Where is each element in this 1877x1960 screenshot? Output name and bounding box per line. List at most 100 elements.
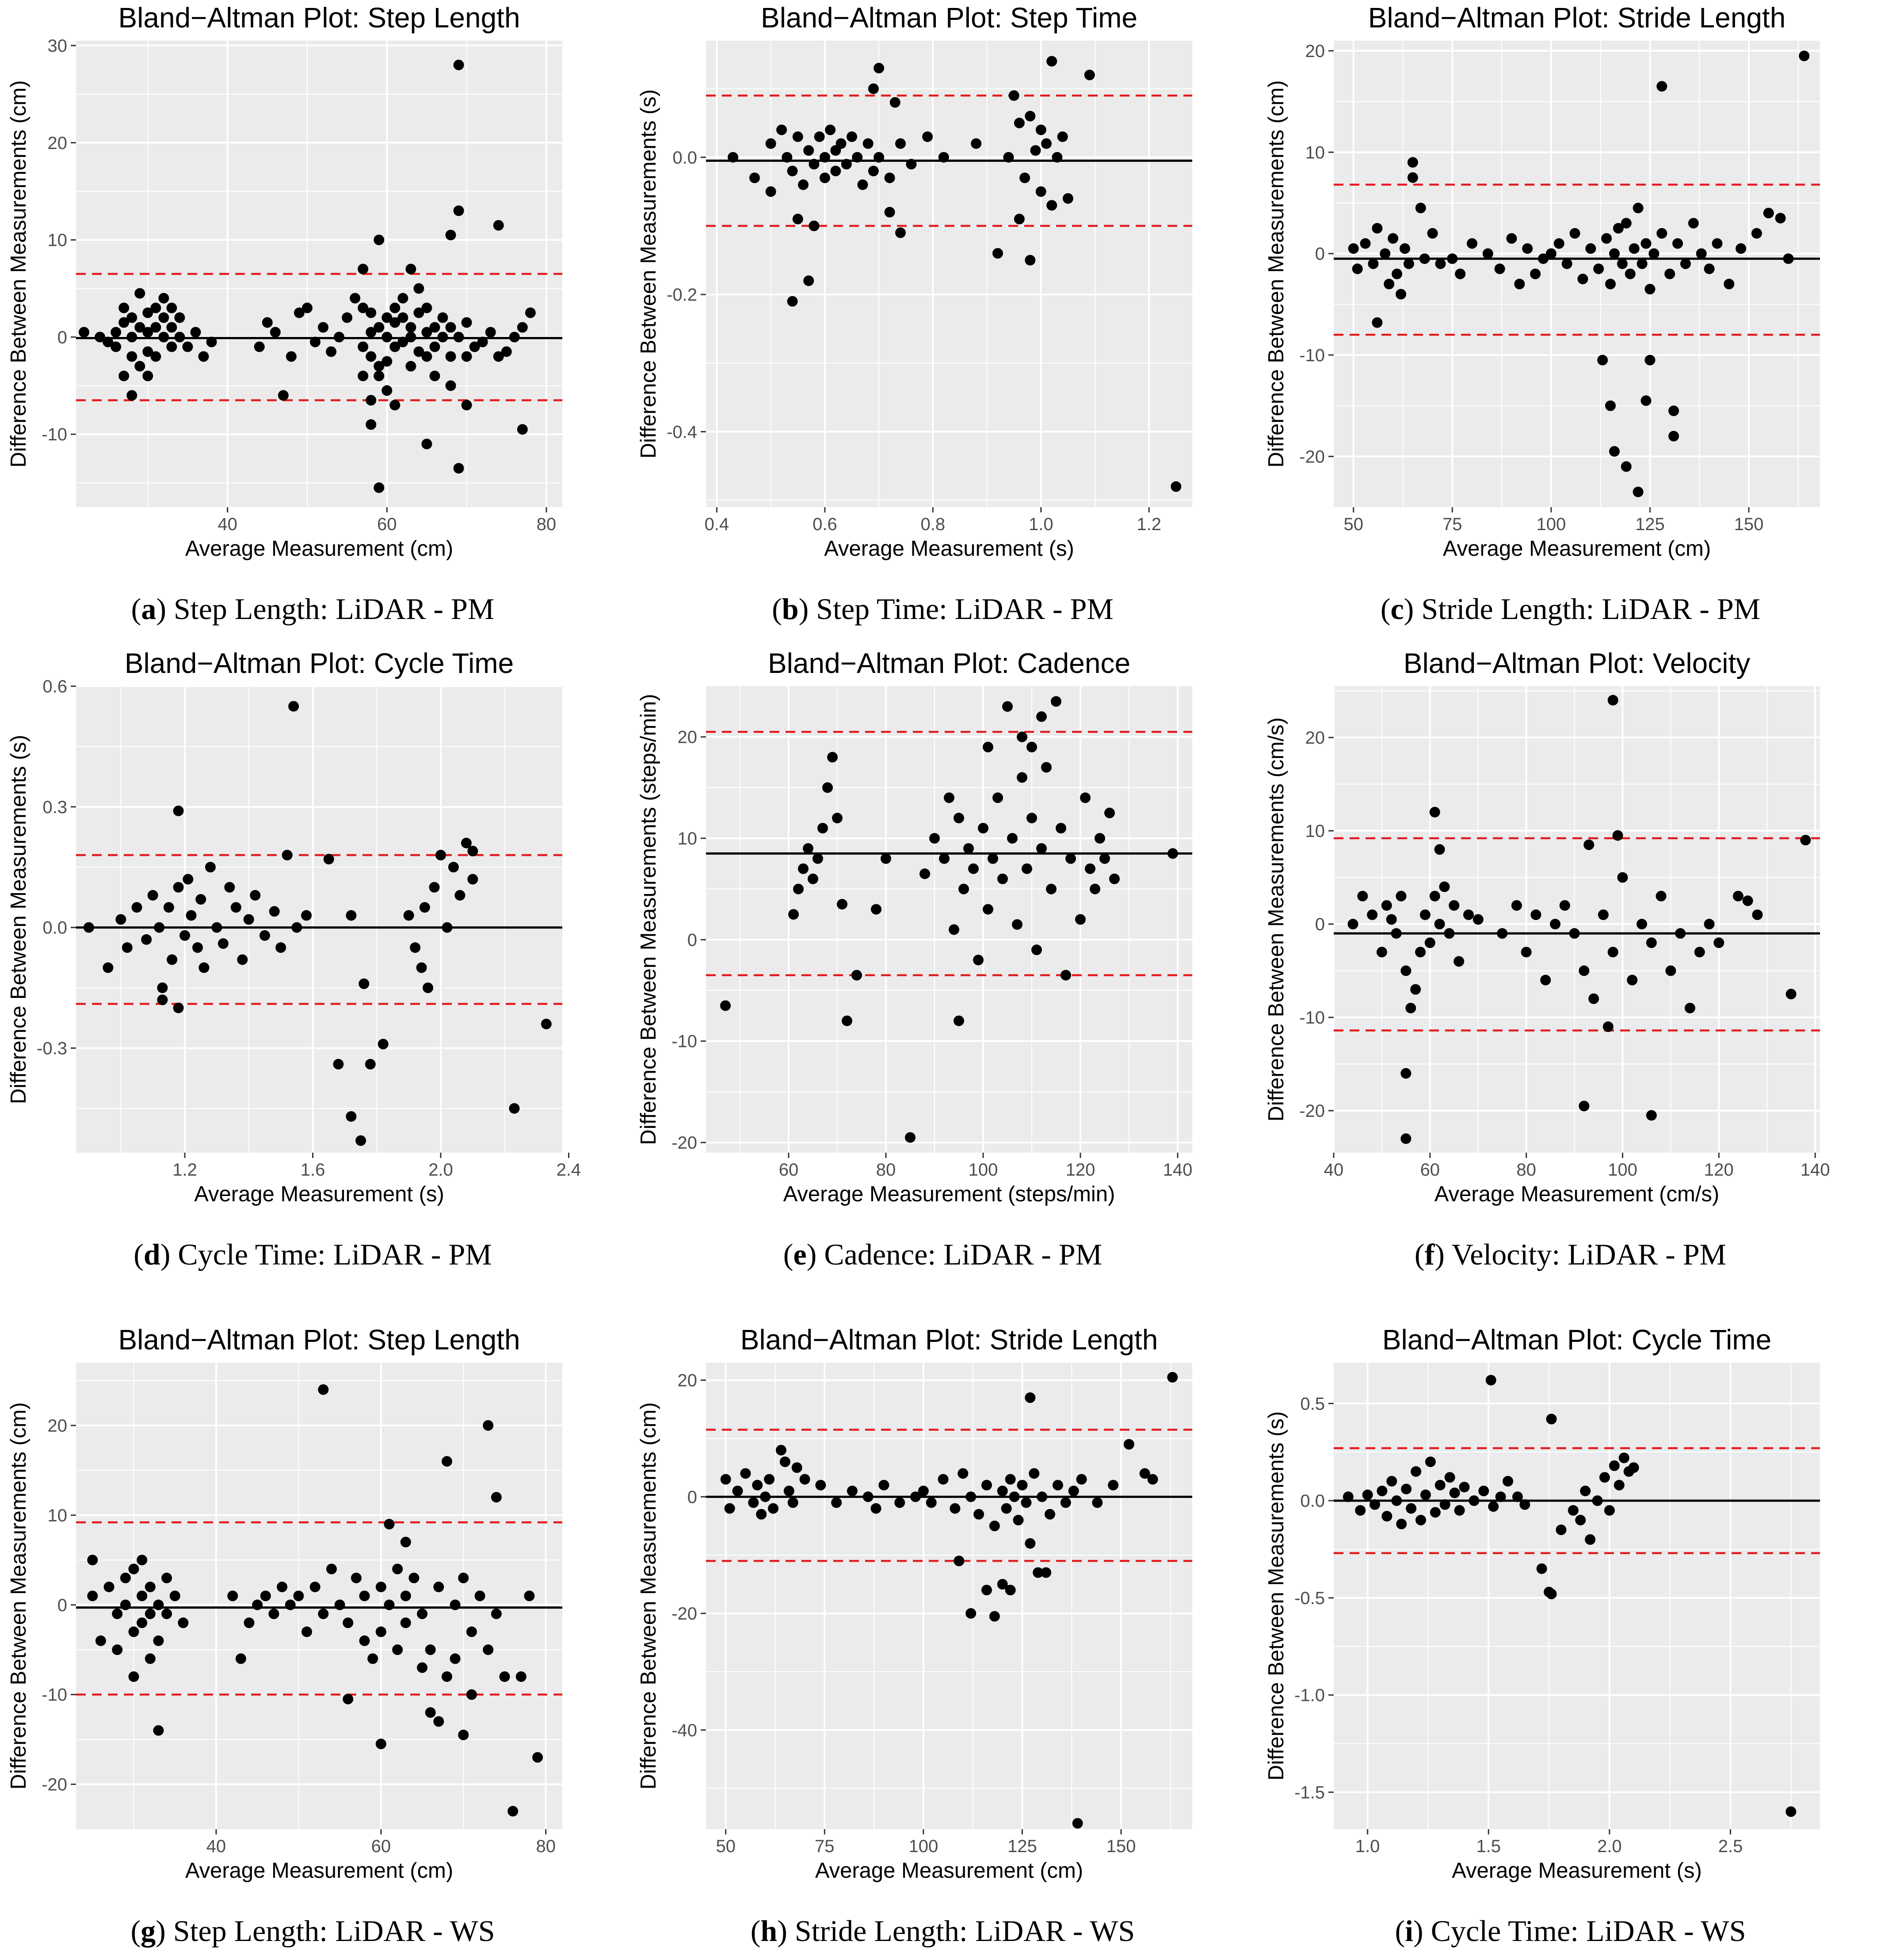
data-point [1031, 944, 1042, 955]
y-tick-label: -20 [1299, 447, 1325, 466]
y-axis-label: Difference Between Measurements (steps/m… [637, 694, 660, 1145]
data-point [397, 293, 408, 304]
data-point [1012, 919, 1022, 930]
panel-caption: (e) Cadence: LiDAR - PM [783, 1238, 1102, 1271]
data-point [1482, 248, 1493, 259]
data-point [157, 994, 168, 1005]
data-point [318, 322, 329, 333]
data-point [973, 1509, 984, 1520]
data-point [417, 1662, 428, 1673]
data-point [334, 332, 345, 343]
data-point [477, 336, 488, 348]
data-point [749, 172, 760, 183]
data-point [1605, 279, 1616, 290]
data-point [158, 312, 169, 323]
data-point [192, 942, 203, 953]
data-point [147, 890, 158, 901]
data-point [1656, 228, 1667, 239]
data-point [1017, 1479, 1028, 1490]
x-tick-label: 1.0 [1029, 515, 1053, 534]
data-point [954, 1555, 965, 1566]
data-point [919, 868, 930, 879]
data-point [166, 322, 177, 333]
data-point [142, 371, 153, 382]
data-point [150, 351, 161, 362]
data-point [1467, 238, 1478, 249]
data-point [938, 152, 949, 163]
panel-caption: (f) Velocity: LiDAR - PM [1415, 1238, 1726, 1271]
data-point [1167, 848, 1178, 859]
data-point [926, 1497, 937, 1508]
data-point [1427, 228, 1438, 239]
x-axis-label: Average Measurement (cm) [815, 1859, 1083, 1883]
data-point [416, 962, 427, 973]
x-axis-label: Average Measurement (cm) [185, 1859, 453, 1883]
data-point [1085, 863, 1095, 874]
data-point [417, 1608, 428, 1620]
data-point [1075, 914, 1086, 925]
data-point [392, 1563, 403, 1574]
caption-text: Step Length: LiDAR - PM [174, 592, 494, 626]
data-point [403, 910, 414, 921]
data-point [832, 813, 843, 824]
data-point [1444, 928, 1455, 939]
data-point [441, 1671, 452, 1682]
data-point [1536, 1563, 1547, 1574]
caption-text: Cycle Time: LiDAR - PM [178, 1238, 492, 1271]
data-point [889, 97, 900, 108]
data-point [142, 346, 153, 357]
data-point [1579, 965, 1590, 976]
data-point [1052, 152, 1063, 163]
data-point [817, 823, 828, 834]
data-point [103, 962, 114, 973]
data-point [1372, 223, 1383, 234]
data-point [1607, 947, 1618, 958]
data-point [301, 910, 312, 921]
data-point [1625, 268, 1636, 279]
data-point [835, 138, 847, 149]
data-point [1046, 200, 1057, 211]
data-point [441, 1456, 452, 1467]
data-point [1599, 1472, 1610, 1483]
data-point [343, 1693, 354, 1704]
data-point [775, 1444, 786, 1456]
data-point [1434, 1479, 1446, 1490]
data-point [944, 792, 954, 803]
data-point [1640, 395, 1652, 406]
plot-background [706, 41, 1192, 507]
chart-title: Bland−Altman Plot: Step Time [761, 2, 1137, 34]
data-point [421, 302, 432, 313]
data-point [254, 341, 265, 352]
data-point [968, 863, 979, 874]
data-point [1648, 248, 1660, 259]
data-point [895, 138, 906, 149]
data-point [501, 346, 512, 357]
data-point [992, 792, 1003, 803]
data-point [374, 322, 385, 333]
y-axis-label: Difference Between Measurements (s) [1264, 1411, 1288, 1780]
data-point [454, 890, 465, 901]
data-point [118, 371, 130, 382]
data-point [461, 317, 472, 328]
data-point [1084, 69, 1095, 80]
data-point [1675, 928, 1686, 939]
data-point [894, 1497, 905, 1508]
data-point [1579, 1100, 1590, 1112]
y-tick-label: -20 [1299, 1101, 1325, 1121]
x-tick-label: 40 [206, 1837, 226, 1856]
data-point [1646, 1110, 1657, 1121]
x-tick-label: 1.6 [301, 1160, 325, 1180]
x-tick-label: 1.2 [1137, 515, 1161, 534]
data-point [1775, 213, 1786, 224]
data-point [128, 1563, 139, 1574]
data-point [1025, 1392, 1036, 1403]
data-point [134, 288, 145, 299]
data-point [1025, 1538, 1036, 1549]
data-point [224, 882, 235, 893]
data-point [830, 165, 841, 176]
data-point [1360, 238, 1371, 249]
data-point [120, 1599, 131, 1610]
data-point [227, 1590, 238, 1601]
data-point [491, 1608, 502, 1620]
data-point [461, 400, 472, 411]
